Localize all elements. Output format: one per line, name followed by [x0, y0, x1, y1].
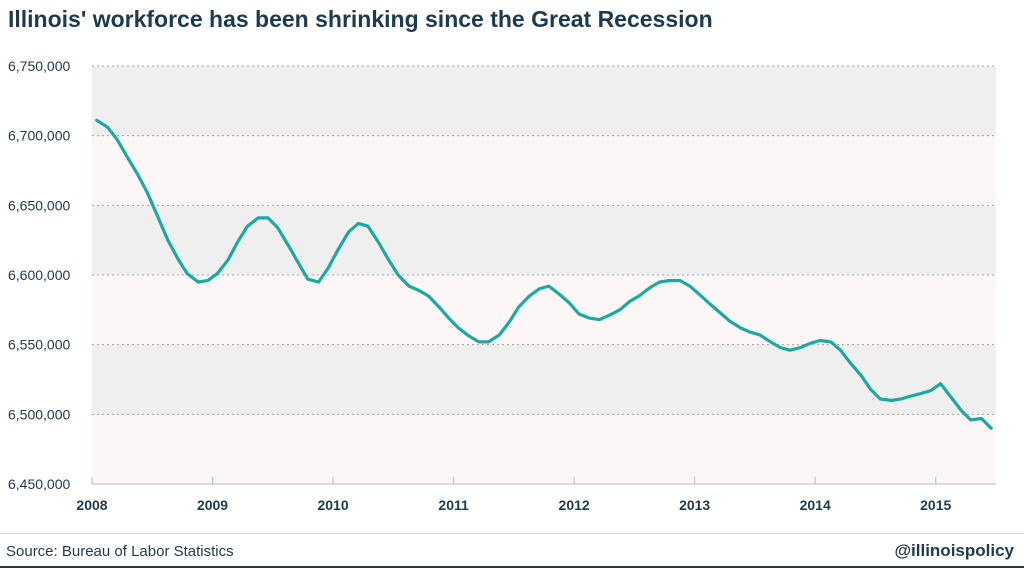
y-tick-label: 6,600,000 — [8, 267, 70, 283]
x-tick-label: 2010 — [317, 497, 348, 513]
background-band — [92, 344, 996, 415]
y-tick-label: 6,550,000 — [8, 337, 70, 353]
background-band — [92, 66, 996, 136]
y-tick-label: 6,650,000 — [8, 197, 70, 213]
background-band — [92, 275, 996, 345]
x-tick-label: 2008 — [76, 497, 107, 513]
x-tick-label: 2014 — [800, 497, 831, 513]
background-band — [92, 135, 996, 206]
x-tick-label: 2012 — [559, 497, 590, 513]
x-axis — [91, 477, 996, 485]
x-tick-label: 2013 — [679, 497, 710, 513]
source-note: Source: Bureau of Labor Statistics — [6, 543, 234, 560]
background-band — [92, 414, 996, 484]
x-tick-label: 2011 — [438, 497, 469, 513]
chart-title: Illinois' workforce has been shrinking s… — [8, 6, 713, 32]
x-tick-label: 2015 — [920, 497, 951, 513]
y-tick-label: 6,700,000 — [8, 128, 70, 144]
y-tick-label: 6,500,000 — [8, 406, 70, 422]
bottom-border — [0, 566, 1024, 568]
social-handle: @illinoispolicy — [894, 541, 1014, 560]
x-tick-label: 2009 — [197, 497, 228, 513]
series-lines — [95, 118, 993, 430]
gridlines — [92, 65, 996, 415]
series-line — [95, 118, 993, 430]
background-band — [92, 205, 996, 275]
y-axis-tick-labels: 6,450,000 6,500,000 6,550,000 6,600,000 6,65… — [8, 58, 70, 492]
x-axis-tick-labels: 2008 2009 2010 2011 2012 2013 2014 2015 — [76, 497, 951, 513]
y-tick-label: 6,750,000 — [8, 58, 70, 74]
y-tick-label: 6,450,000 — [8, 476, 70, 492]
footer-divider — [0, 533, 1024, 534]
